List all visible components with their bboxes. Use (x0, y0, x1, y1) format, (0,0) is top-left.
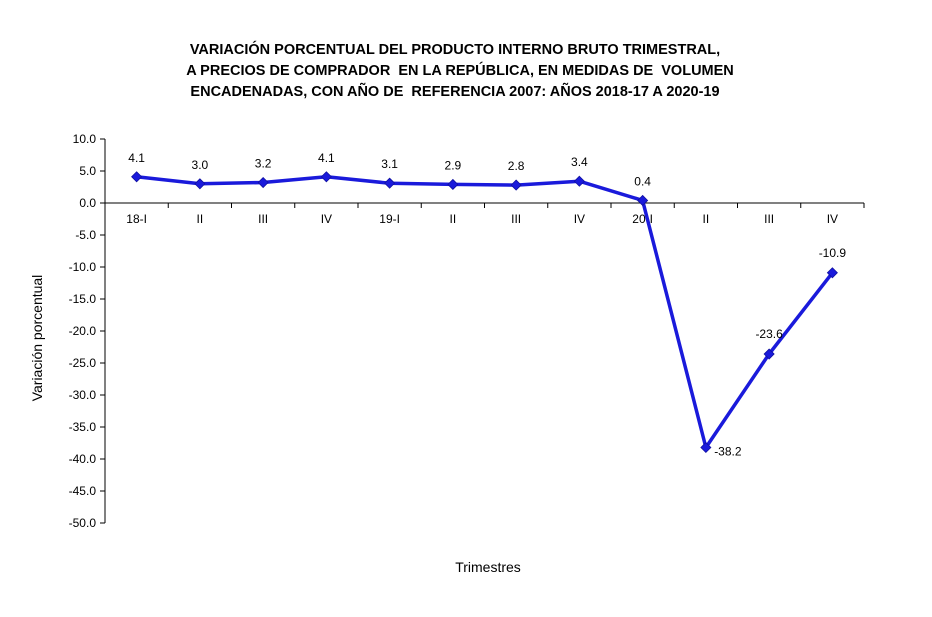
y-tick-label: -35.0 (69, 420, 97, 434)
x-tick-label: III (764, 212, 774, 226)
data-label: -23.6 (755, 327, 783, 341)
data-point-marker (447, 178, 459, 191)
chart-title-line-1: VARIACIÓN PORCENTUAL DEL PRODUCTO INTERN… (189, 42, 721, 58)
chart-title: VARIACIÓN PORCENTUAL DEL PRODUCTO INTERN… (0, 40, 890, 103)
x-tick-label: II (197, 212, 204, 226)
data-point-marker (510, 179, 522, 191)
y-tick-label: -10.0 (69, 260, 97, 274)
y-tick-label: -30.0 (69, 388, 97, 402)
data-label: 3.1 (381, 157, 398, 171)
x-tick-label: IV (321, 212, 332, 226)
data-point-marker (637, 194, 649, 207)
chart-title-line-3: ENCADENADAS, CON AÑO DE REFERENCIA 2007:… (190, 84, 720, 100)
data-point-marker (131, 171, 143, 183)
data-point-marker (384, 177, 396, 189)
data-point-marker (194, 178, 206, 190)
data-label: 3.2 (255, 157, 272, 171)
data-label: -38.2 (714, 444, 742, 458)
chart-title-line-2: A PRECIOS DE COMPRADOR EN LA REPÚBLICA, … (186, 63, 734, 79)
y-tick-label: -45.0 (69, 484, 97, 498)
data-label: -10.9 (819, 246, 847, 260)
y-tick-label: -50.0 (69, 516, 97, 530)
data-point-marker (763, 348, 775, 360)
x-tick-label: II (450, 212, 457, 226)
data-label: 4.1 (128, 151, 145, 165)
data-label: 3.4 (571, 155, 588, 169)
data-point-marker (826, 267, 838, 279)
x-tick-label: IV (574, 212, 585, 226)
data-label: 2.8 (508, 159, 525, 173)
y-tick-label: -15.0 (69, 292, 97, 306)
y-tick-label: -20.0 (69, 324, 97, 338)
x-tick-label: II (703, 212, 710, 226)
y-tick-label: 10.0 (73, 132, 97, 146)
y-axis-title: Variación porcentual (29, 275, 45, 402)
data-label: 0.4 (634, 174, 651, 188)
data-point-marker (320, 171, 332, 183)
y-tick-label: -40.0 (69, 452, 97, 466)
data-label: 3.0 (192, 158, 209, 172)
data-point-marker (700, 441, 712, 454)
x-tick-label: IV (827, 212, 838, 226)
data-point-marker (257, 176, 269, 189)
series-line (136, 175, 834, 450)
data-label: 4.1 (318, 151, 335, 165)
x-tick-label: III (258, 212, 268, 226)
data-point-marker (573, 175, 585, 187)
data-label: 2.9 (445, 158, 462, 172)
y-tick-label: -5.0 (75, 228, 96, 242)
x-tick-label: III (511, 212, 521, 226)
x-axis-title: Trimestres (455, 559, 521, 575)
x-tick-label: 19-I (379, 212, 400, 226)
y-tick-label: 0.0 (79, 196, 96, 210)
x-tick-label: 18-I (126, 212, 147, 226)
y-tick-label: 5.0 (79, 164, 96, 178)
y-tick-label: -25.0 (69, 356, 97, 370)
